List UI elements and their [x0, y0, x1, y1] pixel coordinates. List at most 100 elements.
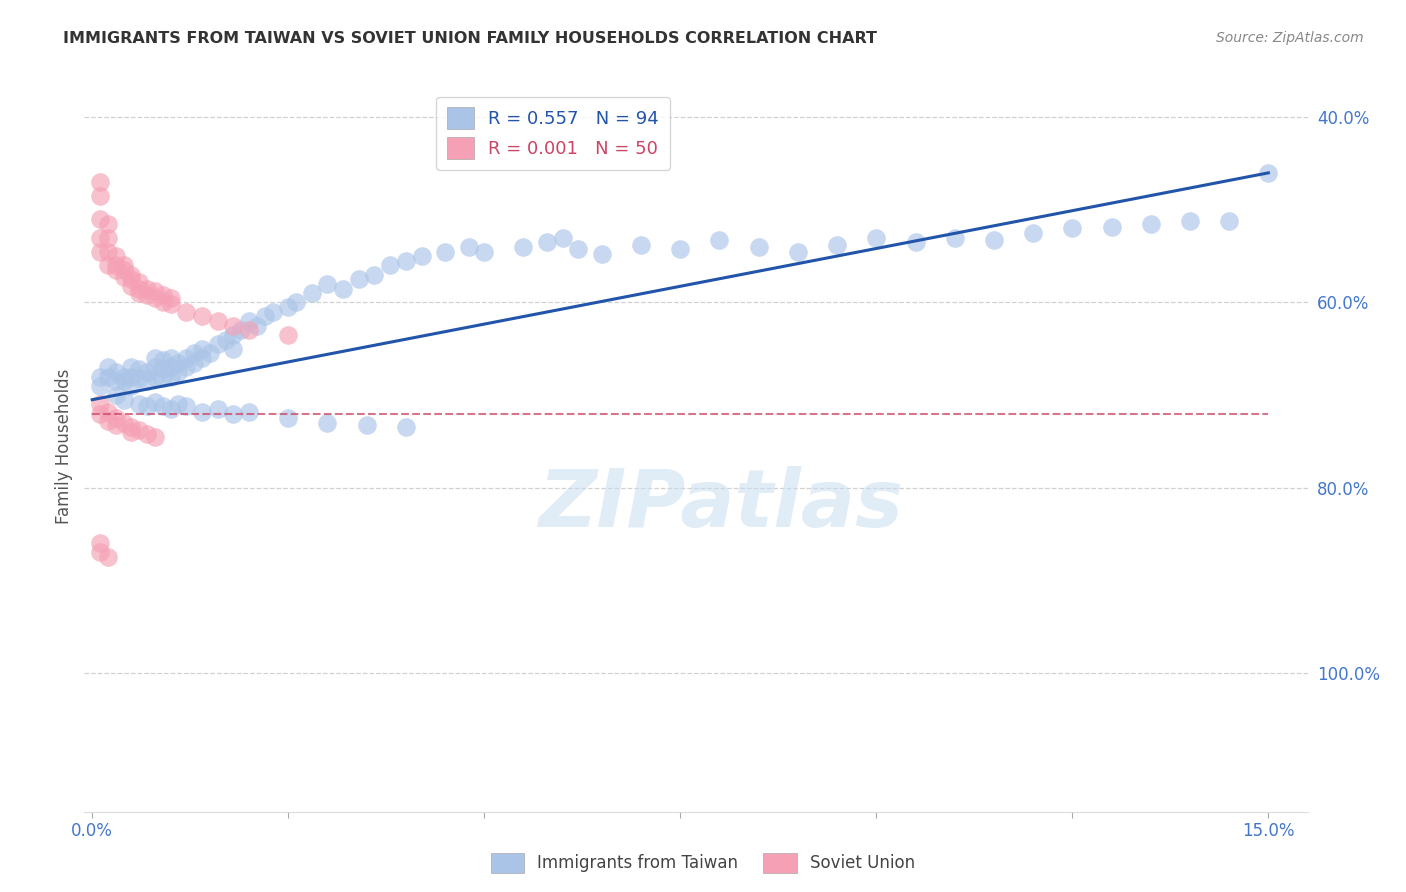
Point: [152, 288, 174, 302]
Point: [159, 360, 181, 375]
Point: [238, 323, 260, 337]
Point: [630, 238, 652, 252]
Point: [104, 263, 127, 277]
Point: [120, 360, 142, 375]
Point: [89, 175, 111, 189]
Point: [112, 269, 135, 284]
Point: [865, 230, 887, 244]
Point: [222, 342, 245, 356]
Point: [472, 244, 495, 259]
Point: [347, 272, 370, 286]
Point: [207, 401, 229, 416]
Point: [191, 310, 214, 324]
Point: [943, 230, 966, 244]
Point: [104, 411, 127, 425]
Point: [136, 374, 159, 388]
Point: [120, 268, 142, 282]
Point: [591, 247, 613, 261]
Point: [136, 282, 159, 296]
Point: [104, 249, 127, 263]
Text: IMMIGRANTS FROM TAIWAN VS SOVIET UNION FAMILY HOUSEHOLDS CORRELATION CHART: IMMIGRANTS FROM TAIWAN VS SOVIET UNION F…: [63, 31, 877, 46]
Point: [167, 397, 190, 411]
Point: [191, 342, 214, 356]
Point: [214, 333, 236, 347]
Point: [1218, 214, 1240, 228]
Point: [316, 277, 339, 291]
Point: [143, 285, 166, 299]
Point: [174, 304, 197, 318]
Point: [104, 259, 127, 273]
Point: [89, 230, 111, 244]
Point: [159, 351, 181, 365]
Point: [183, 356, 205, 370]
Y-axis label: Family Households: Family Households: [55, 368, 73, 524]
Text: Source: ZipAtlas.com: Source: ZipAtlas.com: [1216, 31, 1364, 45]
Point: [89, 244, 111, 259]
Point: [128, 286, 150, 301]
Point: [128, 282, 150, 296]
Point: [112, 374, 135, 388]
Point: [174, 399, 197, 413]
Point: [128, 423, 150, 437]
Point: [356, 417, 378, 432]
Point: [159, 291, 181, 305]
Point: [174, 351, 197, 365]
Point: [136, 427, 159, 442]
Point: [709, 233, 731, 247]
Point: [89, 407, 111, 421]
Point: [143, 291, 166, 305]
Point: [128, 362, 150, 376]
Point: [174, 360, 197, 375]
Point: [380, 259, 402, 273]
Point: [159, 369, 181, 384]
Point: [238, 314, 260, 328]
Point: [191, 351, 214, 365]
Point: [136, 365, 159, 379]
Point: [136, 399, 159, 413]
Point: [97, 360, 120, 375]
Point: [262, 304, 284, 318]
Point: [167, 356, 190, 370]
Point: [457, 240, 479, 254]
Point: [112, 259, 135, 273]
Point: [536, 235, 558, 250]
Point: [152, 371, 174, 385]
Point: [97, 414, 120, 428]
Point: [825, 238, 848, 252]
Point: [112, 416, 135, 430]
Point: [120, 420, 142, 434]
Point: [1062, 221, 1084, 235]
Point: [198, 346, 221, 360]
Point: [748, 240, 770, 254]
Point: [191, 405, 214, 419]
Point: [222, 327, 245, 342]
Point: [89, 369, 111, 384]
Point: [143, 360, 166, 375]
Point: [89, 536, 111, 550]
Point: [112, 263, 135, 277]
Point: [1022, 226, 1045, 240]
Point: [120, 379, 142, 393]
Point: [89, 545, 111, 559]
Point: [285, 295, 308, 310]
Point: [1178, 214, 1201, 228]
Point: [238, 405, 260, 419]
Point: [277, 300, 299, 314]
Text: ZIPatlas: ZIPatlas: [538, 466, 903, 543]
Point: [301, 286, 323, 301]
Point: [104, 388, 127, 402]
Point: [222, 407, 245, 421]
Point: [97, 230, 120, 244]
Point: [97, 369, 120, 384]
Point: [128, 397, 150, 411]
Point: [567, 242, 589, 256]
Point: [363, 268, 385, 282]
Point: [128, 275, 150, 289]
Point: [277, 327, 299, 342]
Point: [120, 369, 142, 384]
Point: [983, 233, 1005, 247]
Point: [128, 371, 150, 385]
Point: [89, 379, 111, 393]
Point: [904, 235, 927, 250]
Point: [97, 259, 120, 273]
